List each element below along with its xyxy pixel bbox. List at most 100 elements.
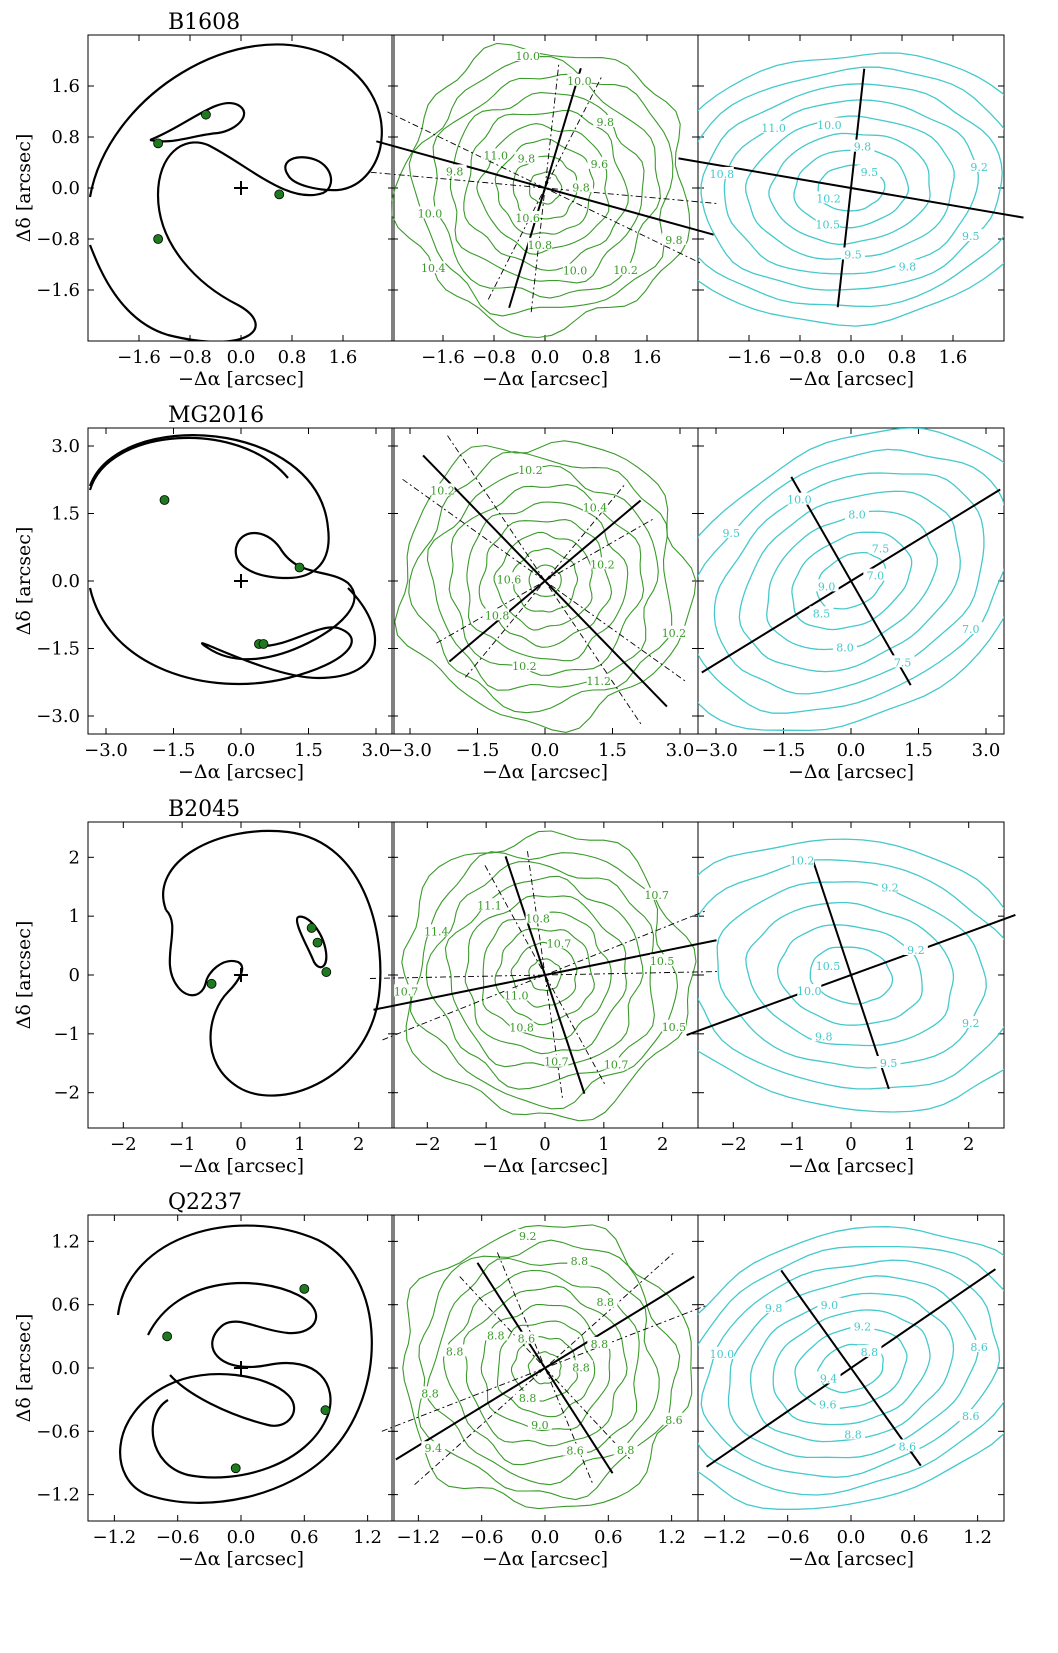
mass-contour-label: 9.8: [518, 153, 536, 166]
critical-curve-panel: −1.6 −0.8 0.0 0.8 1.6 −1.6 −0.8 0.0 0.8 1.6 −Δα [a…: [36, 34, 395, 390]
principal-axis: [448, 499, 642, 663]
mass-contour-label-bg-8: [525, 911, 550, 924]
light-contour-label: 9.8: [815, 1030, 833, 1043]
light-axes: [706, 1268, 996, 1468]
mass-contour-label: 10.2: [430, 484, 455, 497]
x-tick-label: 1.2: [657, 1527, 686, 1548]
light-contour-label: 8.6: [962, 1410, 980, 1423]
light-contour: [815, 551, 887, 610]
image-point: [274, 189, 285, 200]
mass-contour-label: 10.2: [662, 627, 687, 640]
mass-contour-label: 9.8: [446, 165, 464, 178]
critical-curve: [149, 102, 246, 143]
light-contour-labels: 9.2 9.5 9.8 10.0 10.5 10.2 9.2 9.2: [790, 853, 983, 1070]
mass-contour-label-bg-4: [504, 988, 529, 1001]
mass-contour-label: 10.0: [515, 50, 540, 63]
mass-contour-label: 10.4: [583, 502, 608, 515]
y-tick-label: −1.5: [36, 639, 80, 660]
axis-uncertainty: [402, 478, 688, 684]
mass-contour-label-bg-2: [544, 1054, 569, 1067]
image-point: [230, 1463, 241, 1474]
light-contour-label-bg-3: [809, 606, 834, 619]
x-tick-label: 3.0: [666, 740, 695, 761]
light-contour-label: 9.4: [820, 1372, 838, 1385]
mass-contour-label-bg-7: [582, 500, 607, 513]
light-contour-label-bg-8: [868, 541, 893, 554]
x-tick-label: −2: [414, 1134, 441, 1155]
mass-contour-label-bg-7: [442, 164, 467, 177]
x-tick-label: −0.8: [778, 347, 822, 368]
image-point: [201, 109, 211, 120]
mass-contour-label: 8.6: [665, 1414, 683, 1427]
y-tick-label: 3.0: [51, 436, 80, 457]
x-tick-label: 0: [539, 1134, 550, 1155]
y-tick-label: 2: [69, 847, 80, 868]
x-tick-label: −3.0: [694, 740, 738, 761]
light-contour-label-bg-2: [832, 640, 857, 653]
y-axis-label: Δδ [arcsec]: [13, 527, 35, 636]
x-tick-label: −3.0: [388, 740, 432, 761]
row-b1608: B1608 Δδ [arcsec] −1.6 −0.8 0.0 0.8 1.6 −1.6 −0.…: [13, 10, 1024, 390]
panel-title: Q2237: [168, 1190, 242, 1215]
mass-contour-panel: −1.2 −0.6 0.0 0.6 1.2 −Δα [arcsec] 8.6 8.8 8.6 9.…: [381, 1214, 709, 1570]
principal-axis: [476, 1262, 614, 1474]
light-contour-label-bg-7: [845, 507, 870, 520]
mass-contour-label-bg-7: [442, 1344, 467, 1357]
mass-contour-label: 8.8: [519, 1392, 537, 1405]
light-contour: [698, 66, 1004, 308]
light-contour-label-bg-3: [815, 1397, 840, 1410]
mass-contour: [482, 911, 612, 1041]
mass-contour-label: 8.8: [572, 1361, 590, 1374]
light-contour-label-bg-7: [817, 117, 842, 130]
light-contour-label-bg-4: [814, 579, 839, 592]
mass-contour: [409, 851, 679, 1110]
x-axis-label: −Δα [arcsec]: [788, 1155, 914, 1177]
light-contour-label: 7.0: [867, 570, 885, 583]
mass-contour-panel: −2 −1 0 1 2−Δα [arcsec]10.510.710.710.811.01…: [370, 821, 720, 1177]
mass-contour-label: 10.2: [613, 264, 638, 277]
x-tick-label: −1: [169, 1134, 196, 1155]
mass-contour-label: 8.8: [487, 1329, 505, 1342]
x-tick-label: −0.6: [766, 1527, 810, 1548]
image-point: [294, 562, 305, 573]
mass-contour-label: 8.8: [421, 1387, 439, 1400]
critical-curve-panel: −1.2 −0.6 0.0 0.6 1.2 −1.2 −0.6 0.0 0.6 1.2 −Δα [a…: [36, 1214, 395, 1570]
light-contour-label-bg-4: [816, 191, 841, 204]
x-tick-label: 0.6: [290, 1527, 319, 1548]
critical-curve: [116, 1224, 373, 1504]
panel-title: B2045: [168, 797, 240, 822]
mass-contour-label: 9.0: [531, 1419, 549, 1432]
mass-contours: [391, 42, 691, 339]
y-tick-label: −3.0: [36, 706, 80, 727]
x-tick-label: 0.6: [594, 1527, 623, 1548]
mass-contour-label: 8.6: [518, 1333, 536, 1346]
mass-contour-label-bg-0: [661, 1019, 686, 1032]
light-contour: [791, 531, 913, 631]
mass-contour-label-bg-6: [418, 1386, 443, 1399]
mass-contour-label-bg-2: [512, 659, 537, 672]
x-axis-label: −Δα [arcsec]: [178, 761, 304, 783]
light-contour-label-bg-4: [815, 958, 840, 971]
x-tick-label: 0.0: [531, 347, 560, 368]
x-tick-label: 0.0: [227, 347, 256, 368]
mass-contour-label: 10.2: [590, 558, 615, 571]
panel-title: MG2016: [168, 403, 264, 428]
mass-contour-label: 10.7: [394, 985, 419, 998]
mass-contour: [493, 531, 593, 631]
light-contour-label-bg-9: [857, 1344, 882, 1357]
critical-curve: [88, 436, 289, 491]
mass-contour-label: 11.2: [586, 675, 611, 688]
mass-axes: [381, 1250, 709, 1486]
light-contour-label: 7.5: [894, 656, 912, 669]
light-contour-label: 8.0: [848, 509, 866, 522]
light-contour-label: 7.5: [872, 543, 890, 556]
mass-contour-label: 10.8: [485, 609, 510, 622]
mass-contour-label-bg-9: [547, 936, 572, 949]
light-contour-label-bg-9: [863, 568, 888, 581]
axis-uncertainty: [381, 1304, 709, 1432]
x-tick-label: 0.0: [837, 740, 866, 761]
mass-contour-label: 10.6: [515, 212, 540, 225]
mass-contour-label: 10.7: [604, 1058, 629, 1071]
x-tick-label: 0.8: [582, 347, 611, 368]
